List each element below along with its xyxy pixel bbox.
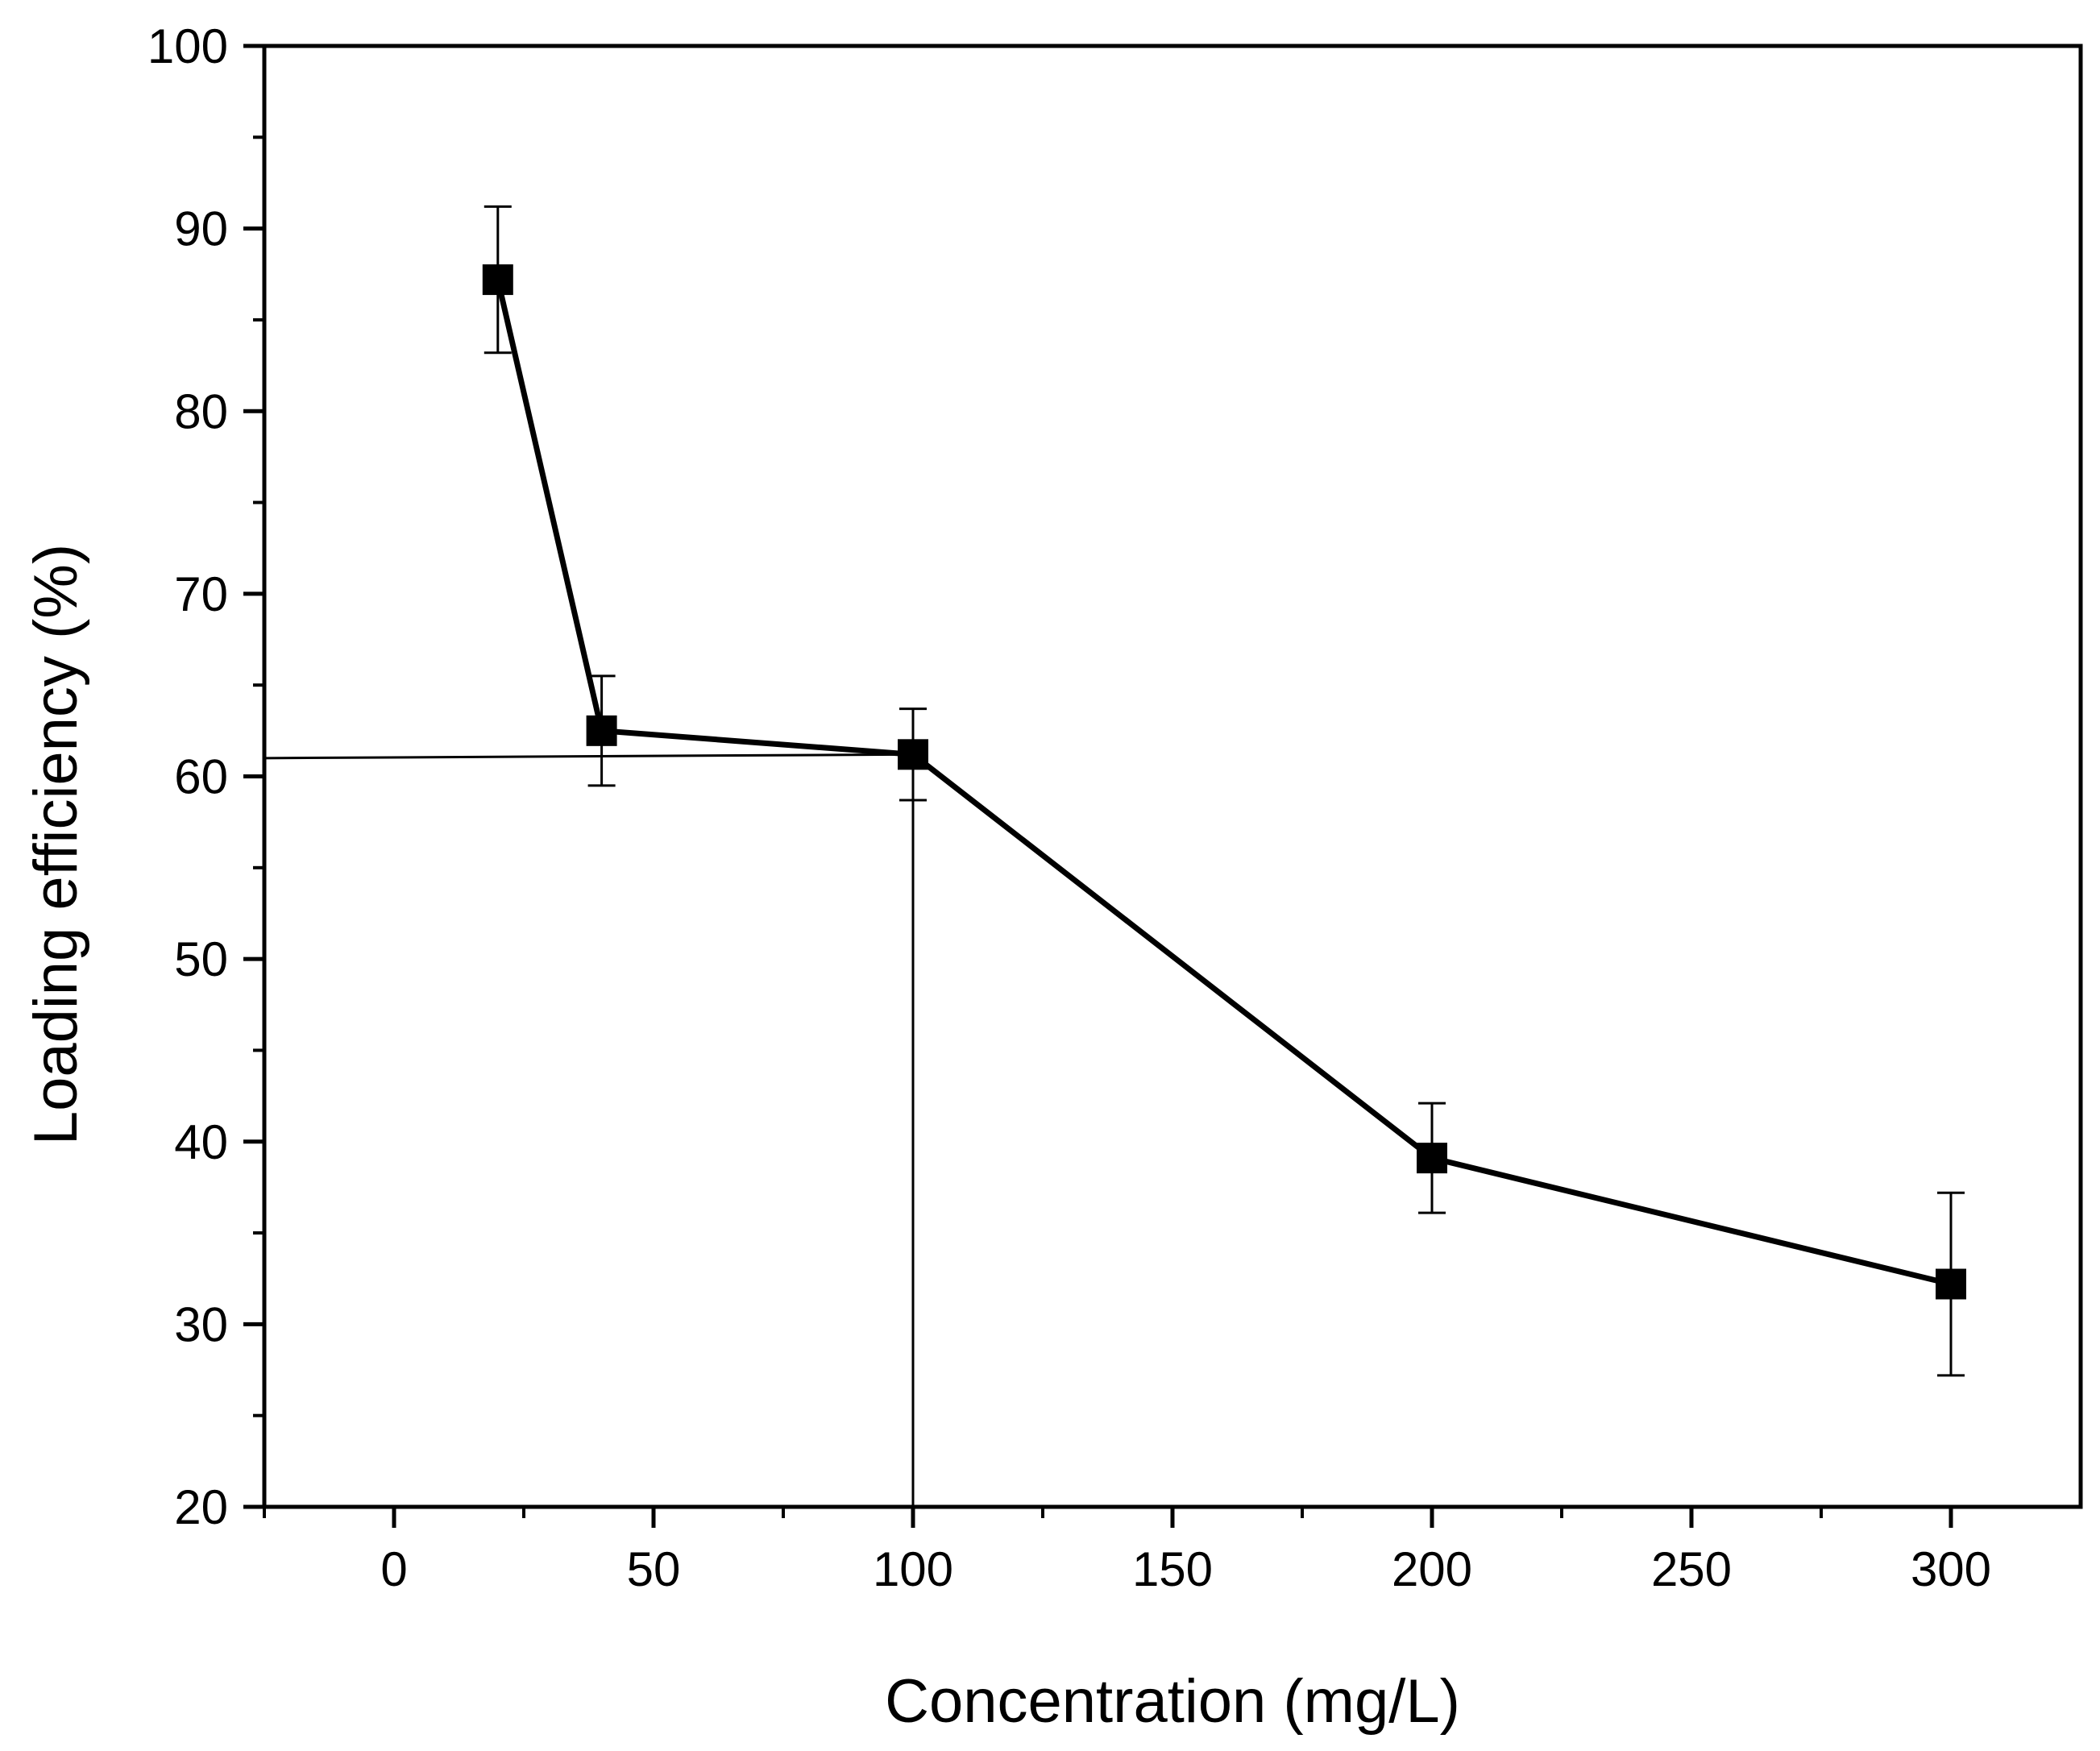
x-tick-label: 200: [1392, 1542, 1472, 1596]
x-tick-label: 0: [380, 1542, 407, 1596]
data-point-marker: [1417, 1143, 1447, 1174]
y-tick-label: 70: [174, 567, 228, 621]
reference-line-1: [264, 753, 914, 760]
series-segment: [601, 728, 914, 757]
x-tick-label: 300: [1911, 1542, 1991, 1596]
y-tick-label: 40: [174, 1115, 228, 1169]
data-series: [482, 205, 1966, 1377]
data-point-marker: [586, 715, 617, 746]
series-segment: [911, 752, 1434, 1160]
series-segment: [1431, 1155, 1952, 1287]
y-tick-label: 50: [174, 932, 228, 986]
x-axis-title: Concentration (mg/L): [885, 1667, 1460, 1736]
data-point-marker: [898, 739, 928, 770]
y-tick-label: 60: [174, 750, 228, 804]
data-point-marker: [482, 264, 513, 296]
y-axis-title: Loading efficiency (%): [22, 544, 90, 1145]
series-segment: [495, 279, 605, 732]
y-tick-label: 100: [147, 19, 228, 73]
x-tick-label: 250: [1651, 1542, 1732, 1596]
y-tick-label: 20: [174, 1480, 228, 1534]
y-tick-label: 90: [174, 202, 228, 256]
x-tick-label: 150: [1132, 1542, 1213, 1596]
x-tick-label: 100: [873, 1542, 953, 1596]
y-tick-label: 30: [174, 1297, 228, 1351]
reference-lines: [264, 753, 915, 1507]
axes: 20 30 40 50 60 70 80 90 100 0 50 100 150 200 250 300: [147, 19, 2083, 1596]
data-point-marker: [1936, 1268, 1966, 1300]
y-tick-label: 80: [174, 384, 228, 438]
x-tick-label: 50: [627, 1542, 681, 1596]
